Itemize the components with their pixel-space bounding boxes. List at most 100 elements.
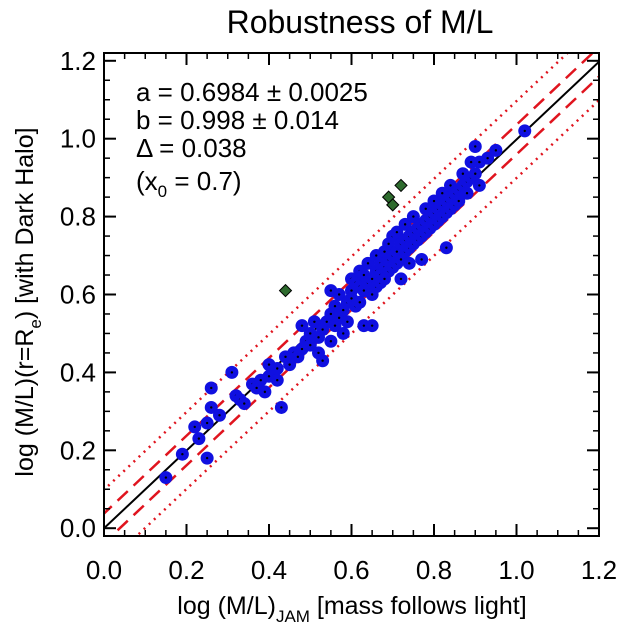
- data-point-center: [329, 340, 333, 343]
- data-point-center: [362, 289, 366, 292]
- x-axis-title-sub: JAM: [276, 607, 310, 626]
- data-point-center: [284, 355, 287, 359]
- data-point-center: [383, 250, 386, 253]
- data-point-center: [181, 453, 184, 456]
- data-point-center: [408, 262, 411, 265]
- data-point-center: [288, 363, 291, 366]
- data-point-center: [309, 343, 312, 347]
- annotation-delta: Δ = 0.038: [136, 133, 247, 163]
- data-point-center: [193, 425, 196, 429]
- data-point-center: [276, 378, 279, 382]
- x-axis-title-main: log (M/L): [177, 592, 276, 620]
- y-tick-label: 0.2: [60, 435, 96, 465]
- data-point-center: [474, 172, 477, 175]
- data-point-center: [342, 308, 345, 312]
- data-point-center: [358, 301, 361, 304]
- data-point-center: [432, 199, 436, 203]
- outlier-point: [278, 283, 293, 298]
- data-point-center: [362, 324, 366, 327]
- y-tick-label: 1.0: [60, 124, 96, 154]
- data-point-center: [321, 359, 324, 362]
- data-point-center: [395, 250, 399, 253]
- data-point-center: [325, 320, 328, 323]
- data-point-center: [255, 386, 258, 390]
- data-point-center: [337, 293, 341, 296]
- x-tick-label: 0.6: [333, 555, 369, 585]
- data-point-center: [383, 277, 386, 281]
- data-point-center: [461, 172, 465, 175]
- data-point-center: [210, 386, 213, 390]
- data-point-center: [197, 437, 201, 440]
- data-point-center: [350, 289, 353, 292]
- data-point-center: [329, 312, 333, 316]
- annotation-x0-sub: 0: [158, 182, 167, 201]
- axis-ticks: 0.0 0.2 0.4 0.6 0.8 1.0 1.2 0.0 0.2 0.4 0.6 0.8 1.0 1…: [60, 46, 617, 585]
- annotation-b: b = 0.998 ± 0.014: [136, 105, 339, 135]
- x-axis-title: log (M/L)JAM [mass follows light]: [177, 592, 526, 626]
- data-point-center: [387, 242, 390, 246]
- data-point-center: [465, 192, 469, 195]
- annotation-x0-open: (x: [136, 166, 158, 196]
- annotation-x0: (x0 = 0.7): [136, 166, 242, 201]
- fit-annotation: a = 0.6984 ± 0.0025 b = 0.998 ± 0.014 Δ …: [136, 77, 368, 201]
- x-tick-label: 0.0: [86, 555, 122, 585]
- data-point-center: [395, 230, 399, 234]
- data-point-center: [342, 332, 345, 335]
- data-point-center: [420, 258, 423, 261]
- x-axis-title-rest: [mass follows light]: [310, 592, 527, 620]
- data-point-center: [259, 378, 262, 382]
- data-point-center: [218, 414, 221, 417]
- data-point-center: [370, 293, 374, 296]
- data-point-center: [474, 145, 477, 148]
- data-point-center: [321, 328, 324, 331]
- y-axis-title-main: log (M/L)(r=R: [11, 329, 39, 477]
- chart-title: Robustness of M/L: [227, 4, 494, 40]
- data-point-center: [494, 149, 498, 152]
- data-point-center: [399, 277, 403, 281]
- data-point-center: [441, 192, 444, 195]
- data-point-center: [205, 421, 209, 425]
- data-point-center: [329, 289, 333, 292]
- data-point-center: [375, 254, 378, 257]
- data-point-center: [276, 367, 279, 370]
- data-point-center: [210, 406, 213, 409]
- data-point-center: [449, 184, 452, 187]
- data-point-center: [350, 297, 353, 300]
- annotation-x0-rest: = 0.7): [167, 166, 241, 196]
- data-point-center: [300, 347, 304, 351]
- data-point-center: [300, 324, 304, 327]
- data-point-center: [370, 277, 374, 281]
- outlier-point: [386, 198, 400, 212]
- x-tick-label: 0.2: [168, 555, 204, 585]
- x-tick-label: 1.0: [498, 555, 534, 585]
- data-point-center: [164, 476, 168, 479]
- data-point-center: [317, 336, 320, 339]
- data-point-center: [205, 456, 209, 460]
- y-tick-label: 0.6: [60, 280, 96, 310]
- data-point-center: [478, 160, 481, 164]
- data-point-center: [469, 160, 473, 164]
- data-point-center: [243, 402, 246, 405]
- data-point-center: [267, 363, 271, 366]
- data-point-center: [457, 199, 460, 203]
- x-tick-label: 0.8: [416, 555, 452, 585]
- data-point-center: [486, 156, 489, 160]
- x-tick-label: 0.4: [251, 555, 287, 585]
- data-point-center: [317, 351, 320, 355]
- data-point-center: [346, 320, 349, 323]
- data-point-center: [403, 223, 407, 226]
- data-point-center: [230, 371, 234, 374]
- data-point-center: [478, 184, 481, 187]
- data-point-center: [370, 324, 374, 327]
- data-point-center: [366, 262, 370, 265]
- y-tick-label: 0.0: [60, 513, 96, 543]
- data-point-center: [263, 390, 267, 394]
- y-tick-label: 0.8: [60, 202, 96, 232]
- outlier-point: [394, 178, 408, 193]
- data-point-center: [333, 304, 337, 308]
- data-point-center: [313, 320, 316, 323]
- y-axis-title-rest: ) [with Dark Halo]: [11, 127, 39, 319]
- data-point-center: [399, 258, 403, 261]
- data-point-center: [362, 273, 366, 277]
- y-axis-title-sub: e: [26, 319, 45, 328]
